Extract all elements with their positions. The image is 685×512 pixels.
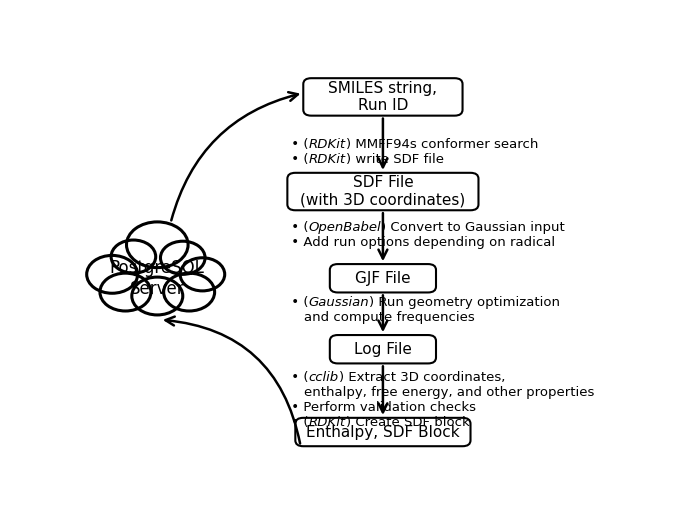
Circle shape <box>127 222 188 268</box>
Text: • (: • ( <box>288 416 309 429</box>
FancyBboxPatch shape <box>303 78 462 116</box>
Circle shape <box>111 240 155 273</box>
Text: • (: • ( <box>288 296 309 309</box>
Circle shape <box>160 241 205 274</box>
Circle shape <box>100 273 151 311</box>
Text: ) write SDF file: ) write SDF file <box>346 153 444 166</box>
Text: ) MMFF94s conformer search: ) MMFF94s conformer search <box>346 138 538 152</box>
Text: enthalpy, free energy, and other properties: enthalpy, free energy, and other propert… <box>288 386 595 399</box>
Text: RDKit: RDKit <box>309 138 346 152</box>
Text: • (: • ( <box>288 138 309 152</box>
Circle shape <box>180 258 225 291</box>
Text: cclib: cclib <box>309 371 339 384</box>
Text: • (: • ( <box>288 371 309 384</box>
Text: • (: • ( <box>288 153 309 166</box>
Text: and compute frequencies: and compute frequencies <box>288 311 475 324</box>
Text: RDKit: RDKit <box>309 153 346 166</box>
Circle shape <box>87 255 138 293</box>
FancyBboxPatch shape <box>295 418 471 446</box>
Text: • (: • ( <box>288 221 309 233</box>
Text: ) Create SDF block: ) Create SDF block <box>346 416 470 429</box>
Text: SDF File
(with 3D coordinates): SDF File (with 3D coordinates) <box>300 175 466 208</box>
Text: ) Extract 3D coordinates,: ) Extract 3D coordinates, <box>339 371 506 384</box>
Text: Enthalpy, SDF Block: Enthalpy, SDF Block <box>306 424 460 439</box>
Text: SMILES string,
Run ID: SMILES string, Run ID <box>328 81 438 113</box>
Text: OpenBabel: OpenBabel <box>309 221 382 233</box>
Text: ) Convert to Gaussian input: ) Convert to Gaussian input <box>382 221 565 233</box>
Text: Gaussian: Gaussian <box>309 296 369 309</box>
Circle shape <box>132 277 183 315</box>
FancyBboxPatch shape <box>288 173 478 210</box>
Text: Log File: Log File <box>354 342 412 357</box>
FancyBboxPatch shape <box>330 335 436 364</box>
Text: ) Run geometry optimization: ) Run geometry optimization <box>369 296 560 309</box>
Text: • Perform validation checks: • Perform validation checks <box>288 401 476 414</box>
Text: RDKit: RDKit <box>309 416 346 429</box>
Text: PostgreSQL
Server: PostgreSQL Server <box>110 259 205 297</box>
Text: • Add run options depending on radical: • Add run options depending on radical <box>288 236 556 249</box>
FancyBboxPatch shape <box>330 264 436 292</box>
Circle shape <box>164 273 214 311</box>
Text: GJF File: GJF File <box>355 271 411 286</box>
